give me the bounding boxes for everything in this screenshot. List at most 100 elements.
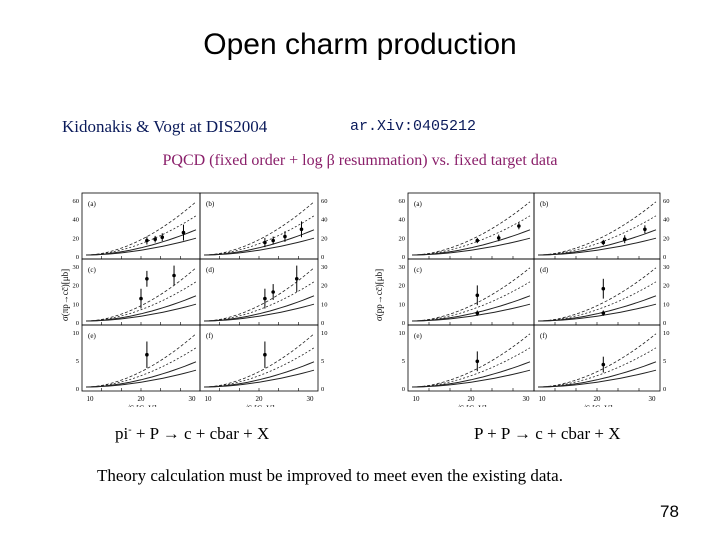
pi-p-y-tick-label-right: 5 <box>321 358 324 365</box>
pi-p-y-tick-label-left: 40 <box>73 217 80 224</box>
p-p-panel-frame <box>407 258 535 326</box>
p-p-y-tick-label-left: 10 <box>399 301 406 308</box>
p-p-x-tick-label: 20 <box>468 395 476 403</box>
pi-p-ylabel: σ(πp→cc̄)[μb] <box>60 269 70 321</box>
p-p-y-tick-label-left: 40 <box>399 217 406 224</box>
p-p-x-tick-label: 20 <box>594 395 602 403</box>
pi-p-figure-svg: σ(πp→cc̄)[μb] (a) (b) 0 0 20 20 40 40 60 60 (c) (d) 0… <box>60 192 328 413</box>
p-p-y-tick-label-right: 40 <box>663 217 670 224</box>
p-p-data-point <box>622 237 627 241</box>
p-p-y-tick-label-right: 20 <box>663 235 670 242</box>
pi-p-panel-frame <box>81 192 201 260</box>
pi-p-y-tick-label-right: 60 <box>321 198 328 205</box>
pi-p-data-point <box>263 352 267 357</box>
pi-p-y-tick-label-right: 0 <box>321 386 324 393</box>
pi-p-data-point <box>145 277 149 281</box>
p-p-y-tick-label-left: 60 <box>399 198 406 205</box>
p-p-y-tick-label-right: 10 <box>663 330 670 337</box>
pi-p-theory-curve <box>85 369 197 388</box>
pi-p-data-point <box>145 238 149 243</box>
p-p-data-point <box>601 362 606 367</box>
p-p-theory-curve <box>537 267 657 322</box>
pi-p-theory-curve <box>85 281 197 322</box>
p-p-theory-curve <box>537 347 657 388</box>
pi-p-panel-frame <box>81 324 201 392</box>
p-p-panel-frame <box>533 324 661 392</box>
pi-p-data-point <box>172 273 176 278</box>
pi-p-panel-letter: (b) <box>206 200 215 208</box>
pi-p-y-tick-label-right: 40 <box>321 217 328 224</box>
pi-p-x-tick-label: 20 <box>256 395 264 403</box>
pi-p-theory-curve <box>203 303 315 322</box>
pi-p-panel-frame <box>199 258 319 326</box>
pi-p-theory-curve <box>203 267 315 322</box>
p-p-theory-curve <box>537 201 657 256</box>
pi-p-x-tick-label: 20 <box>138 395 146 403</box>
p-p-theory-curve <box>537 369 657 388</box>
p-p-y-tick-label-right: 0 <box>663 386 666 393</box>
p-p-y-tick-label-left: 0 <box>402 254 405 261</box>
p-p-theory-curve <box>537 333 657 388</box>
pi-p-theory-curve <box>203 201 315 256</box>
p-p-panel-frame <box>533 258 661 326</box>
caption-p-p: P + P → c + cbar + X <box>474 424 621 443</box>
pi-p-y-tick-label-right: 0 <box>321 320 324 327</box>
p-p-panel-letter: (f) <box>540 332 548 340</box>
p-p-y-tick-label-left: 0 <box>402 320 405 327</box>
subtitle: PQCD (fixed order + log β resummation) v… <box>0 152 720 170</box>
pi-p-y-tick-label-right: 0 <box>321 254 324 261</box>
pi-p-theory-curve <box>203 347 315 388</box>
pi-p-figure: σ(πp→cc̄)[μb] (a) (b) 0 0 20 20 40 40 60 60 (c) (d) 0… <box>58 185 358 413</box>
pi-p-panel-frame <box>199 192 319 260</box>
pi-p-theory-curve <box>85 201 197 256</box>
p-p-theory-curve <box>411 215 531 256</box>
pi-p-data-point <box>299 227 304 232</box>
p-p-data-point <box>601 240 606 245</box>
pi-p-data-point <box>263 296 267 301</box>
p-p-theory-curve <box>411 237 531 256</box>
pi-p-panel-letter: (c) <box>88 266 96 274</box>
p-p-y-tick-label-left: 20 <box>399 283 406 290</box>
p-p-data-point <box>496 236 501 240</box>
pi-p-theory-curve <box>85 347 197 388</box>
p-p-y-tick-label-right: 60 <box>663 198 670 205</box>
p-p-data-point <box>601 311 606 315</box>
p-p-data-point <box>643 227 647 232</box>
pi-p-data-point <box>145 352 149 357</box>
p-p-theory-curve <box>537 281 657 322</box>
p-p-theory-curve <box>537 215 657 256</box>
pi-p-xlabel: √S [GeV] <box>125 404 157 407</box>
subtitle-post: resummation) vs. fixed target data <box>334 152 558 169</box>
p-p-y-tick-label-right: 20 <box>663 283 670 290</box>
conclusion-text: Theory calculation must be improved to m… <box>97 466 563 485</box>
p-p-panel-letter: (c) <box>414 266 422 274</box>
pi-p-panel-letter: (d) <box>206 266 215 274</box>
pi-p-data-point <box>139 296 143 301</box>
caption-pi-p: pi- + P → c + cbar + X <box>115 424 269 444</box>
p-p-theory-curve <box>411 281 531 322</box>
p-p-y-tick-label-left: 30 <box>399 264 406 271</box>
pi-p-theory-curve <box>85 303 197 322</box>
pi-p-theory-curve <box>203 281 315 322</box>
pi-p-y-tick-label-left: 20 <box>73 283 80 290</box>
pi-p-data-point <box>271 290 275 294</box>
pi-p-data-point <box>294 277 299 281</box>
pi-p-panel-letter: (a) <box>88 200 96 208</box>
pi-p-xlabel: √S [GeV] <box>243 404 275 407</box>
p-p-xlabel: √S [GeV] <box>581 404 613 407</box>
p-p-theory-curve <box>411 267 531 322</box>
p-p-panel-letter: (b) <box>540 200 549 208</box>
pi-p-y-tick-label-left: 0 <box>76 320 79 327</box>
authors-line: Kidonakis & Vogt at DIS2004 <box>62 117 268 136</box>
p-p-x-tick-label: 30 <box>649 395 657 403</box>
p-p-theory-curve <box>411 347 531 388</box>
p-p-panel-letter: (a) <box>414 200 422 208</box>
pi-p-y-tick-label-left: 10 <box>73 330 80 337</box>
page-number: 78 <box>660 502 679 521</box>
pi-p-data-point <box>160 235 165 240</box>
pi-p-x-tick-label: 30 <box>189 395 197 403</box>
pi-p-theory-curve <box>85 333 197 388</box>
arxiv-reference: ar.Xiv:0405212 <box>350 118 477 135</box>
pi-p-y-tick-label-left: 20 <box>73 235 80 242</box>
pi-p-theory-curve <box>85 215 197 256</box>
